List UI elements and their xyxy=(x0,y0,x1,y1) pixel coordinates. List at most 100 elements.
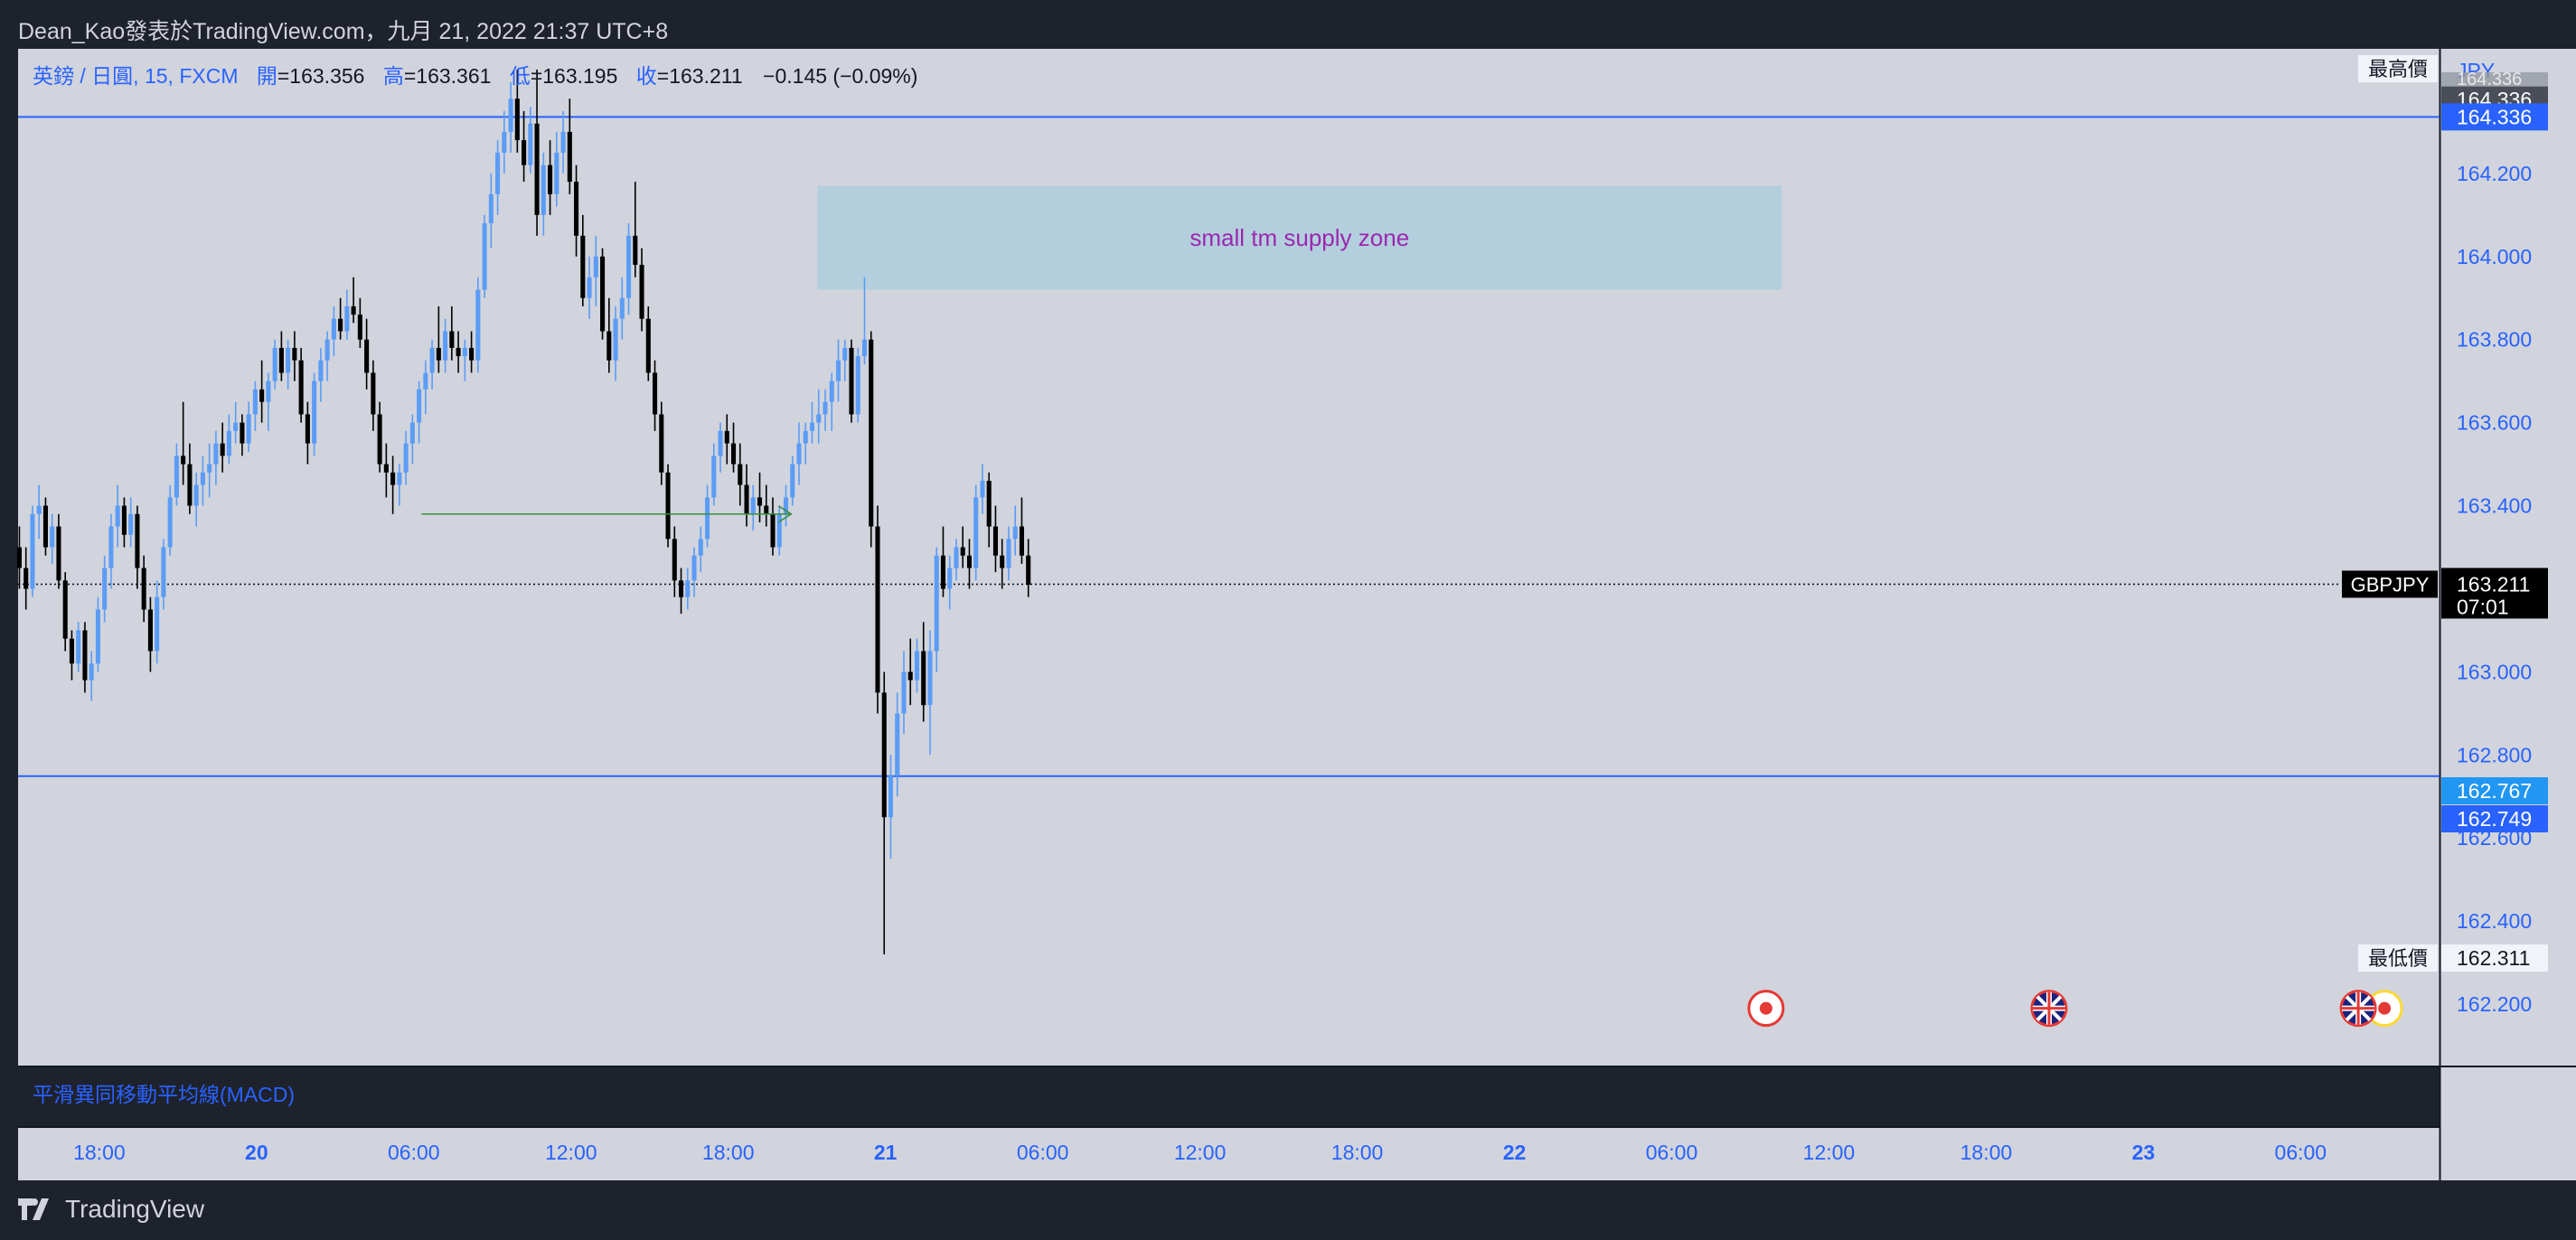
svg-text:164.336: 164.336 xyxy=(2457,70,2522,89)
svg-text:07:01: 07:01 xyxy=(2457,595,2509,618)
y-tick-label: 162.400 xyxy=(2457,909,2532,933)
candle-body xyxy=(600,256,606,332)
low-label: 低 xyxy=(510,64,531,88)
supply-zone-rect[interactable] xyxy=(817,185,1782,290)
supply-zone-layer[interactable]: small tm supply zone xyxy=(817,185,1782,290)
y-tick-label: 164.000 xyxy=(2457,245,2532,268)
candle-body xyxy=(940,555,946,589)
candle-body xyxy=(56,526,61,581)
candle-body xyxy=(102,568,108,610)
candle-body xyxy=(757,497,763,506)
candle-body xyxy=(580,235,586,298)
candle-body xyxy=(672,539,677,581)
close-label: 收 xyxy=(636,64,657,88)
candle-body xyxy=(619,297,625,319)
candle-body xyxy=(541,164,546,215)
candle-body xyxy=(364,339,370,373)
price-labels-layer: 164.336164.336164.336162.767162.749163.2… xyxy=(2342,55,2548,972)
candle-body xyxy=(823,401,828,415)
uk-flag-event-icon[interactable] xyxy=(2339,990,2377,1028)
candle-body xyxy=(645,318,651,373)
tradingview-logo-icon xyxy=(18,1198,49,1220)
symbol-tag: GBPJPY xyxy=(2342,570,2438,598)
candle-body xyxy=(147,609,153,652)
candle-body xyxy=(429,347,435,373)
candle-body xyxy=(417,389,422,423)
uk-flag-event-icon[interactable] xyxy=(2030,990,2068,1028)
x-tick-label: 12:00 xyxy=(545,1141,597,1164)
candle-body xyxy=(121,505,127,535)
x-tick-label: 12:00 xyxy=(1803,1141,1856,1164)
legend[interactable]: 英鎊 / 日圓, 15, FXCM 開=163.356 高=163.361 低=… xyxy=(33,64,917,88)
candle-body xyxy=(259,389,265,402)
tradingview-logo[interactable]: TradingView xyxy=(18,1195,204,1224)
candle-body xyxy=(338,318,343,332)
candle-body xyxy=(639,264,644,319)
svg-text:GBPJPY: GBPJPY xyxy=(2351,573,2430,596)
candle-body xyxy=(207,464,212,473)
x-tick-label: 18:00 xyxy=(73,1141,126,1164)
candle-body xyxy=(167,497,173,548)
candle-body xyxy=(508,99,513,132)
svg-text:162.311: 162.311 xyxy=(2457,946,2530,970)
candle-body xyxy=(587,277,592,298)
candle-body xyxy=(980,480,985,498)
candle-body xyxy=(16,547,22,568)
x-tick-label: 06:00 xyxy=(1017,1141,1069,1164)
candle-body xyxy=(266,380,271,402)
macd-indicator-title[interactable]: 平滑異同移動平均線(MACD) xyxy=(33,1083,295,1106)
candle-body xyxy=(1026,555,1031,585)
candle-body xyxy=(115,505,120,527)
line-price-label-bottom: 162.749 xyxy=(2441,805,2548,832)
candle-body xyxy=(698,539,703,556)
arrow-layer[interactable] xyxy=(421,505,793,523)
svg-text:163.211: 163.211 xyxy=(2457,572,2530,596)
candle-body xyxy=(992,526,998,556)
japan-flag-event-icon[interactable] xyxy=(1747,990,1785,1028)
candle-body xyxy=(82,630,88,681)
time-axis-background[interactable] xyxy=(18,1128,2440,1180)
candle-body xyxy=(514,99,520,141)
event-markers-layer[interactable] xyxy=(1747,990,2403,1028)
candle-body xyxy=(907,672,913,681)
candle-body xyxy=(986,480,992,527)
candle-body xyxy=(436,347,441,361)
x-tick-label: 18:00 xyxy=(1960,1141,2013,1164)
candle-body xyxy=(653,372,658,415)
x-tick-label: 21 xyxy=(874,1141,898,1164)
supply-zone-label: small tm supply zone xyxy=(1189,224,1409,251)
y-tick-label-partial: 162.800 xyxy=(2457,743,2532,766)
tradingview-brand: TradingView xyxy=(65,1195,205,1223)
candle-body xyxy=(973,497,979,568)
top-bar: Dean_Kao發表於TradingView.com，九月 21, 2022 2… xyxy=(0,0,2576,49)
candle-body xyxy=(764,505,769,514)
candle-body xyxy=(462,347,467,357)
candle-body xyxy=(272,347,277,381)
candle-body xyxy=(659,414,664,473)
y-tick-label: 163.800 xyxy=(2457,328,2532,352)
line-price-label-top: 164.336 xyxy=(2441,103,2548,131)
candle-body xyxy=(482,223,487,290)
candle-body xyxy=(901,672,907,714)
y-tick-label: 162.200 xyxy=(2457,992,2532,1016)
candle-body xyxy=(469,347,475,361)
candle-body xyxy=(95,609,100,664)
candle-body xyxy=(305,414,310,444)
high-tag: 最高價 xyxy=(2358,55,2438,82)
svg-text:162.767: 162.767 xyxy=(2457,779,2532,803)
svg-text:最低價: 最低價 xyxy=(2368,947,2428,970)
candle-body xyxy=(633,235,638,265)
candle-body xyxy=(36,505,42,514)
horizontal-lines-layer[interactable] xyxy=(18,116,2440,777)
svg-text:162.749: 162.749 xyxy=(2457,807,2532,831)
candle-body xyxy=(233,422,239,431)
candle-body xyxy=(796,443,802,465)
candle-body xyxy=(829,380,834,402)
candle-body xyxy=(200,472,205,485)
y-tick-label: 163.000 xyxy=(2457,660,2532,683)
low-value: =163.195 xyxy=(531,64,618,88)
candle-body xyxy=(141,568,146,610)
chart[interactable]: small tm supply zone 164.200 164.000 163.8… xyxy=(0,0,2576,1180)
candle-body xyxy=(1012,526,1018,540)
candle-body xyxy=(678,580,684,597)
